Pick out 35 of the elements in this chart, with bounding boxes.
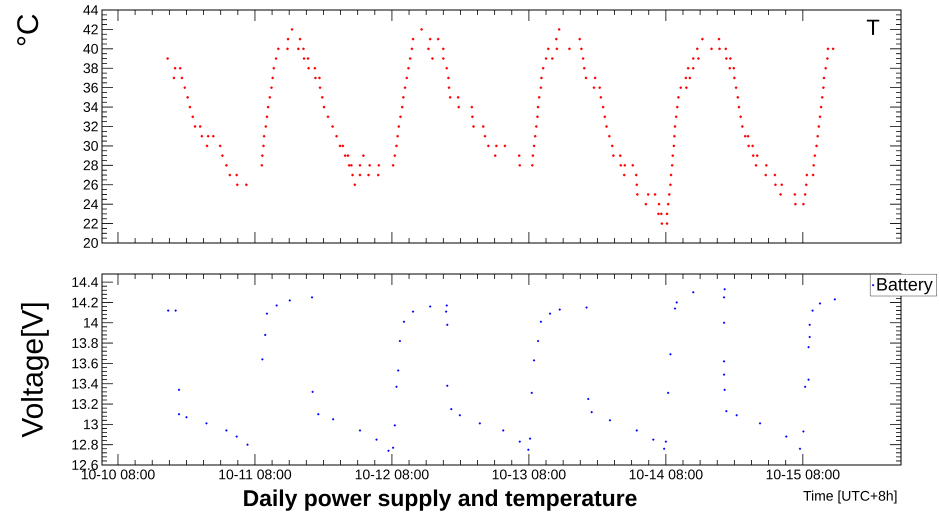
x-tick-label: 10-10 08:00 bbox=[82, 470, 155, 480]
y-tick-label: 14.2 bbox=[72, 298, 98, 308]
x-tick-label: 10-15 08:00 bbox=[766, 470, 840, 480]
x-tick-label: 10-11 08:00 bbox=[219, 470, 292, 480]
x-tick-label: 10-13 08:00 bbox=[492, 470, 566, 480]
x-tick-label: 10-12 08:00 bbox=[356, 470, 429, 480]
y-tick-label: 30 bbox=[84, 140, 98, 151]
x-axis-title: Time [UTC+8h] bbox=[803, 490, 896, 504]
y-tick-label: 40 bbox=[83, 44, 98, 54]
y-tick-label: 22 bbox=[84, 218, 98, 228]
legend-label: Battery bbox=[877, 278, 933, 294]
text: Daily power supply and temperature bbox=[244, 489, 637, 511]
y-tick-label: 20 bbox=[84, 238, 98, 248]
y-tick-label: 26 bbox=[84, 180, 98, 190]
y-tick-label: 42 bbox=[83, 24, 98, 34]
y-axis-title: Voltage[V] bbox=[20, 304, 49, 438]
y-tick-label: 12.8 bbox=[72, 440, 98, 450]
y-tick-label: 38 bbox=[84, 63, 98, 74]
y-tick-label: 28 bbox=[84, 160, 98, 170]
y-tick-label: 12.6 bbox=[72, 460, 98, 470]
y-tick-label: 44 bbox=[83, 5, 98, 15]
y-tick-label: 32 bbox=[84, 122, 98, 132]
chart-title: T bbox=[866, 20, 880, 35]
y-axis-title: °C bbox=[17, 14, 38, 46]
y-tick-label: 13.2 bbox=[72, 399, 98, 409]
y-tick-label: 13.8 bbox=[72, 338, 98, 348]
y-tick-label: 13.6 bbox=[72, 358, 98, 368]
y-tick-label: 13.4 bbox=[72, 378, 98, 389]
y-tick-label: 13 bbox=[84, 419, 98, 430]
y-tick-label: 14.4 bbox=[72, 277, 98, 287]
y-tick-label: 34 bbox=[84, 102, 98, 112]
y-tick-label: 24 bbox=[84, 199, 98, 210]
x-tick-label: 10-14 08:00 bbox=[630, 470, 703, 480]
y-tick-label: 36 bbox=[84, 82, 98, 93]
y-tick-label: 14 bbox=[84, 318, 98, 328]
